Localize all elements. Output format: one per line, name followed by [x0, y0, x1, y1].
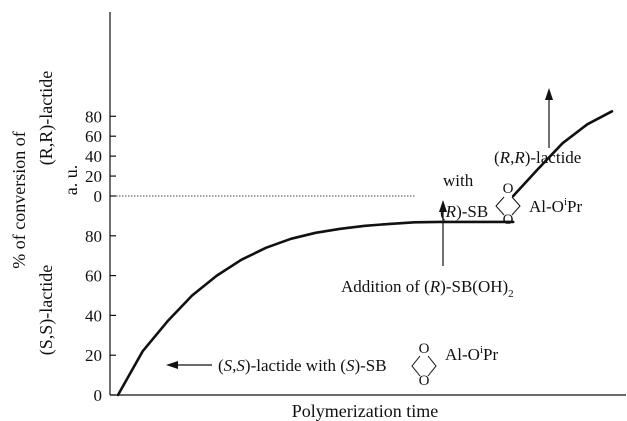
- upper-y-80-tick-label: 80: [85, 107, 102, 126]
- ss-ring-structure: O O: [411, 341, 437, 389]
- annotation-rr-al: Al-OiPr: [529, 196, 582, 216]
- annotation-arrow-rr-head: [545, 88, 553, 100]
- annotation-arrow-ss-head: [166, 361, 178, 369]
- zero-tick-label: 0: [94, 187, 103, 206]
- ring-bonds-right: [427, 355, 437, 377]
- rr-ring-structure: O O: [495, 181, 521, 228]
- lower-y-60-tick-label: 60: [85, 267, 102, 286]
- annotation-rr-line3: (R)-SB: [440, 202, 488, 221]
- series-rr-lactide-line: [511, 110, 614, 198]
- ring-o-top: O: [503, 181, 514, 197]
- upper-y-60-tick-label: 60: [85, 127, 102, 146]
- ring-o-top: O: [419, 341, 430, 357]
- annotation-addition-text: Addition of (R)-SB(OH)2: [341, 277, 514, 300]
- lower-y-20-tick-label: 20: [85, 346, 102, 365]
- y-axis-title: % of conversion of (R,R)-lactide a. u. (…: [9, 71, 81, 355]
- series-ss-lactide-line: [116, 220, 515, 397]
- annotation-rr-lactide: (R,R)-lactide with (R)-SB O O Al-OiPr: [440, 88, 582, 228]
- y-axis-title-line3: a. u.: [61, 165, 81, 196]
- ring-o-bottom: O: [503, 212, 514, 228]
- ring-bonds: [495, 196, 505, 216]
- annotation-ss-text: (S,S)-lactide with (S)-SB: [218, 356, 387, 375]
- ring-bonds-right: [511, 196, 521, 216]
- y-ticks: [110, 115, 116, 396]
- upper-y-40-tick-label: 40: [85, 147, 102, 166]
- x-axis-title: Polymerization time: [292, 401, 438, 421]
- ring-bonds: [411, 355, 421, 377]
- y-axis-title-lower: (S,S)-lactide: [36, 265, 57, 355]
- upper-y-20-tick-label: 20: [85, 167, 102, 186]
- annotation-arrow-addition-head: [439, 200, 447, 212]
- annotation-ss-al: Al-OiPr: [445, 344, 498, 364]
- lower-y-40-tick-label: 40: [85, 306, 102, 325]
- ring-o-bottom: O: [419, 373, 430, 389]
- axes: [109, 12, 626, 396]
- annotation-ss-lactide: (S,S)-lactide with (S)-SB O O Al-OiPr: [166, 341, 498, 389]
- annotation-rr-line2: with: [443, 171, 474, 190]
- y-axis-title-line2: (R,R)-lactide: [36, 71, 57, 165]
- lower-y-0-tick-label: 0: [94, 386, 103, 405]
- lower-y-80-tick-label: 80: [85, 227, 102, 246]
- annotation-rr-line1: (R,R)-lactide: [494, 148, 581, 167]
- annotation-addition: Addition of (R)-SB(OH)2: [341, 200, 514, 300]
- y-axis-title-line1: % of conversion of: [9, 131, 29, 268]
